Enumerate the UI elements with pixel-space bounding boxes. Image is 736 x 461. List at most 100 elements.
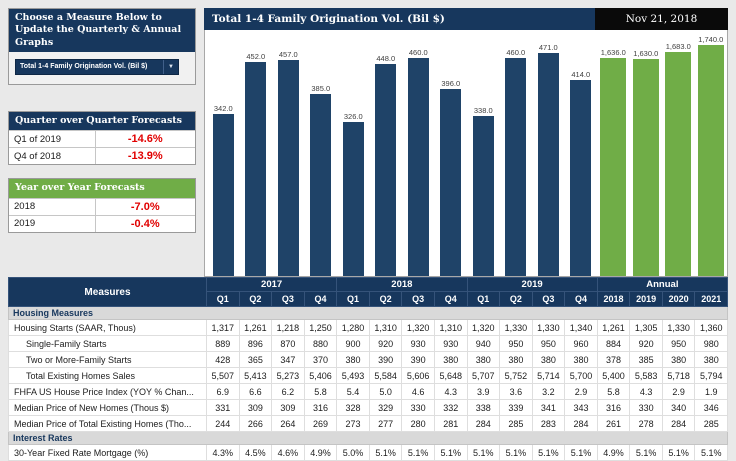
bar-slot: 1,636.0 — [597, 30, 630, 276]
bar-value-label: 452.0 — [246, 52, 266, 62]
measure-name: Single-Family Starts — [8, 335, 207, 352]
annual-bar — [632, 59, 659, 276]
measure-name: Median Price of Total Existing Homes (Th… — [8, 415, 207, 432]
value-cell: 4.9% — [596, 444, 631, 461]
quarterly-bar — [375, 64, 397, 276]
value-cell: 328 — [336, 399, 370, 416]
column-group-header: 2019 — [466, 277, 598, 292]
table-row: Median Price of Total Existing Homes (Th… — [8, 415, 728, 432]
bar-slot: 1,630.0 — [630, 30, 663, 276]
forecast-value: -13.9% — [94, 148, 195, 165]
value-cell: 329 — [368, 399, 403, 416]
table-header: Measures 2017 2018 2019 Annual Q1 Q2 Q3 Q4 Q1 Q2 Q3… — [8, 277, 729, 307]
value-cell: 5,707 — [466, 367, 501, 384]
bar-value-label: 457.0 — [278, 49, 298, 59]
value-cell: 338 — [466, 399, 501, 416]
quarterly-bar — [245, 62, 267, 276]
column-header: Q4 — [303, 291, 338, 307]
value-cell: 1,250 — [303, 319, 338, 336]
column-header: Q2 — [499, 291, 533, 307]
yoy-forecast-row: 2018 -7.0% — [9, 197, 195, 215]
value-cell: 284 — [661, 415, 696, 432]
qoq-panel-title: Quarter over Quarter Forecasts — [9, 112, 195, 131]
bar-slot: 385.0 — [305, 30, 338, 276]
value-cell: 5.0 — [368, 383, 403, 400]
value-cell: 340 — [661, 399, 696, 416]
column-header: Q3 — [531, 291, 566, 307]
measure-dropdown-value[interactable]: Total 1-4 Family Origination Vol. (Bil $… — [20, 63, 148, 71]
header-year-row: Measures 2017 2018 2019 Annual — [8, 277, 729, 307]
value-cell: 920 — [368, 335, 403, 352]
table-row: Total Existing Homes Sales 5,507 5,413 5,27… — [8, 367, 728, 384]
value-cell: 5,718 — [661, 367, 696, 384]
quarterly-bar — [537, 53, 559, 276]
value-cell: 316 — [303, 399, 338, 416]
value-cell: 5.1% — [368, 444, 403, 461]
value-cell: 273 — [336, 415, 370, 432]
sidebar: Choose a Measure Below to Update the Qua… — [8, 8, 196, 233]
bar-slot: 460.0 — [500, 30, 533, 276]
value-cell: 6.2 — [271, 383, 305, 400]
bar-value-label: 460.0 — [408, 48, 428, 58]
value-cell: 5,507 — [206, 367, 240, 384]
value-cell: 889 — [206, 335, 240, 352]
bar-slot: 1,740.0 — [695, 30, 728, 276]
value-cell: 5.1% — [629, 444, 663, 461]
column-header: 2020 — [661, 291, 696, 307]
measure-name: Median Price of New Homes (Thous $) — [8, 399, 207, 416]
value-cell: 5,273 — [271, 367, 305, 384]
value-cell: 3.2 — [531, 383, 566, 400]
table-row: Single-Family Starts 889 896 870 880 900 920 93… — [8, 335, 728, 352]
section-header-row: Housing Measures — [8, 306, 728, 320]
measure-dropdown[interactable]: Total 1-4 Family Origination Vol. (Bil $… — [15, 59, 179, 76]
value-cell: 380 — [499, 351, 533, 368]
bar-slot: 448.0 — [370, 30, 403, 276]
value-cell: 900 — [336, 335, 370, 352]
value-cell: 380 — [661, 351, 696, 368]
value-cell: 1,360 — [694, 319, 728, 336]
quarterly-bar — [310, 93, 332, 276]
measure-chooser-panel: Choose a Measure Below to Update the Qua… — [8, 8, 196, 86]
report-date: Nov 21, 2018 — [595, 8, 728, 30]
bar-value-label: 1,630.0 — [633, 49, 659, 59]
value-cell: 390 — [401, 351, 435, 368]
bar-value-label: 414.0 — [571, 70, 591, 80]
value-cell: 6.6 — [238, 383, 273, 400]
value-cell: 4.3% — [206, 444, 240, 461]
qoq-forecast-row: Q1 of 2019 -14.6% — [9, 130, 195, 148]
value-cell: 920 — [629, 335, 663, 352]
value-cell: 5,583 — [629, 367, 663, 384]
value-cell: 5.1% — [401, 444, 435, 461]
value-cell: 5,794 — [694, 367, 728, 384]
column-group-header: 2017 — [205, 277, 338, 292]
value-cell: 960 — [564, 335, 598, 352]
column-header: Q1 — [336, 291, 370, 307]
chevron-down-icon[interactable]: ▼ — [163, 60, 178, 75]
value-cell: 4.6 — [401, 383, 435, 400]
bar-slot: 326.0 — [337, 30, 370, 276]
value-cell: 3.9 — [466, 383, 501, 400]
bar-value-label: 460.0 — [506, 48, 526, 58]
value-cell: 5.1% — [564, 444, 598, 461]
value-cell: 5,648 — [433, 367, 468, 384]
value-cell: 277 — [368, 415, 403, 432]
main-chart-area: Total 1-4 Family Origination Vol. (Bil $… — [204, 8, 728, 277]
bar-slot: 460.0 — [402, 30, 435, 276]
value-cell: 1,310 — [368, 319, 403, 336]
section-title: Housing Measures — [8, 306, 728, 320]
measure-name: Total Existing Homes Sales — [8, 367, 207, 384]
value-cell: 5,584 — [368, 367, 403, 384]
value-cell: 346 — [694, 399, 728, 416]
value-cell: 332 — [433, 399, 468, 416]
column-header: Q3 — [271, 291, 305, 307]
column-header: Q1 — [206, 291, 240, 307]
bar-slot: 338.0 — [467, 30, 500, 276]
forecast-period-label: 2018 — [14, 201, 36, 213]
column-header: Q2 — [368, 291, 403, 307]
chart-title-bar: Total 1-4 Family Origination Vol. (Bil $… — [204, 8, 728, 30]
value-cell: 980 — [694, 335, 728, 352]
value-cell: 930 — [433, 335, 468, 352]
forecast-period-label: Q1 of 2019 — [14, 133, 62, 145]
value-cell: 5.4 — [336, 383, 370, 400]
value-cell: 428 — [206, 351, 240, 368]
